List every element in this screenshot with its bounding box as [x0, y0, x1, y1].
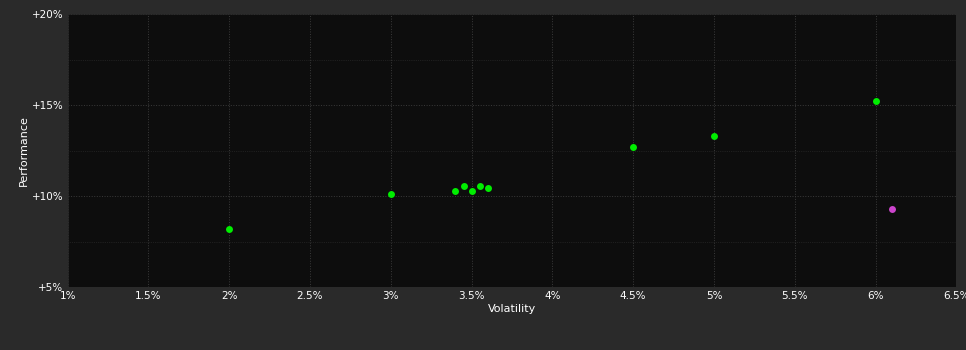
Point: [221, 226, 237, 232]
Point: [706, 133, 722, 139]
Point: [456, 183, 471, 189]
Point: [472, 183, 488, 189]
Point: [625, 144, 640, 150]
Point: [884, 206, 899, 211]
Point: [480, 185, 496, 191]
Point: [464, 188, 479, 193]
Point: [447, 188, 463, 193]
X-axis label: Volatility: Volatility: [488, 304, 536, 314]
Y-axis label: Performance: Performance: [19, 115, 29, 186]
Point: [867, 99, 883, 104]
Point: [384, 191, 399, 197]
